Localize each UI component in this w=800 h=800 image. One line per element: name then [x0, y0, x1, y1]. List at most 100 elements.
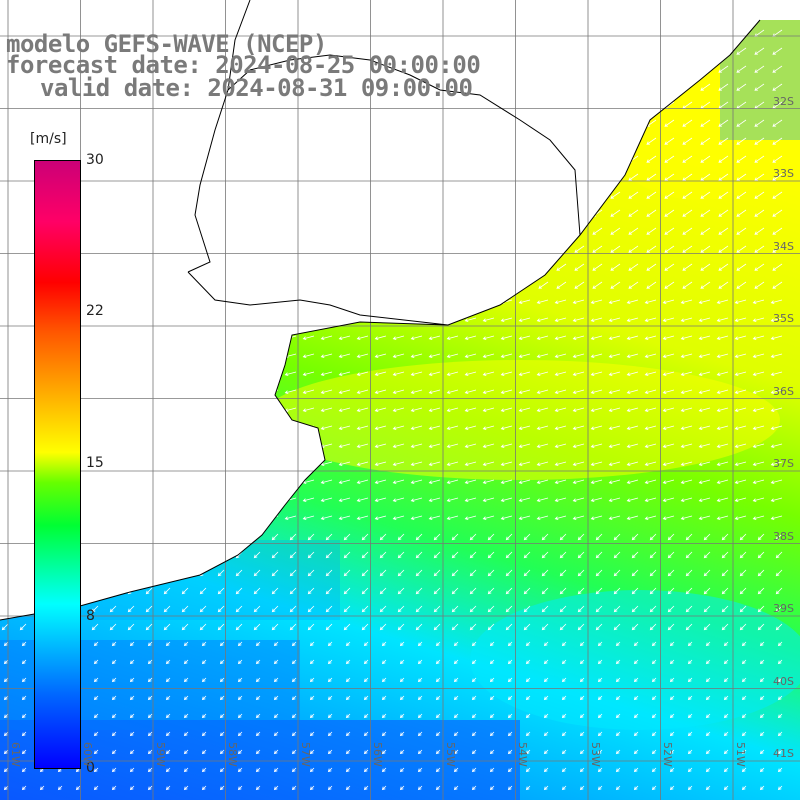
wind-arrow [147, 731, 153, 737]
wind-arrow [363, 641, 369, 647]
wind-arrow [631, 569, 639, 577]
wind-arrow [700, 137, 711, 145]
wind-arrow [183, 695, 189, 701]
wind-arrow [291, 677, 297, 683]
wind-arrow [662, 371, 675, 377]
wind-arrow [453, 767, 459, 773]
wind-arrow [615, 641, 621, 647]
wind-arrow [464, 425, 477, 431]
wind-arrow [374, 389, 387, 395]
wind-arrow [682, 173, 693, 181]
wind-arrow [597, 749, 603, 755]
wind-arrow [464, 515, 477, 521]
wind-arrow [235, 623, 243, 631]
wind-arrow [446, 335, 459, 341]
wind-arrow [453, 731, 459, 737]
wind-arrow [703, 623, 711, 631]
wind-arrow [680, 497, 693, 503]
wind-arrow [397, 605, 405, 613]
wind-arrow [772, 173, 783, 181]
wind-arrow [374, 497, 387, 503]
wind-arrow [626, 497, 639, 503]
wind-arrow [271, 605, 279, 613]
wind-arrow [577, 533, 585, 541]
wind-arrow [775, 533, 783, 541]
wind-arrow [273, 713, 279, 719]
wind-arrow [129, 749, 135, 755]
wind-arrow [271, 623, 279, 631]
wind-arrow [682, 119, 693, 127]
wind-arrow [482, 317, 495, 323]
wind-arrow [644, 317, 657, 323]
wind-arrow [237, 713, 243, 719]
colorbar [34, 160, 81, 769]
wind-arrow [646, 227, 657, 235]
wind-arrow [597, 641, 603, 647]
wind-arrow [700, 191, 711, 199]
wind-arrow [518, 335, 531, 341]
wind-arrow [356, 497, 369, 503]
wind-arrow [644, 371, 657, 377]
wind-arrow [718, 281, 729, 289]
wind-arrow [201, 677, 207, 683]
wind-arrow [374, 335, 387, 341]
wind-arrow [626, 425, 639, 431]
wind-arrow [145, 623, 153, 631]
wind-arrow [651, 731, 657, 737]
wind-arrow [554, 335, 567, 341]
wind-arrow [343, 623, 351, 631]
wind-arrow [543, 677, 549, 683]
wind-arrow [608, 317, 621, 323]
wind-arrow [147, 785, 153, 791]
wind-arrow [410, 479, 423, 485]
wind-arrow [464, 335, 477, 341]
wind-arrow [147, 749, 153, 755]
wind-arrow [700, 245, 711, 253]
wind-arrow [561, 641, 567, 647]
wind-arrow [613, 569, 621, 577]
wind-arrow [518, 425, 531, 431]
wind-arrow [165, 659, 171, 665]
wind-arrow [464, 353, 477, 359]
wind-arrow [718, 227, 729, 235]
wind-arrow [626, 353, 639, 359]
wind-arrow [489, 677, 495, 683]
wind-arrow [381, 767, 387, 773]
wind-arrow [741, 785, 747, 791]
wind-arrow [489, 695, 495, 701]
wind-arrow [736, 209, 747, 217]
wind-arrow [723, 785, 729, 791]
wind-arrow [662, 299, 675, 305]
wind-arrow [392, 353, 405, 359]
wind-arrow [343, 551, 351, 559]
wind-arrow [754, 245, 765, 253]
wind-arrow [327, 713, 333, 719]
wind-arrow [772, 137, 783, 145]
wind-arrow [399, 767, 405, 773]
wind-arrow [752, 479, 765, 485]
wind-arrow [500, 371, 513, 377]
wind-arrow [669, 695, 675, 701]
wind-arrow [754, 65, 765, 73]
wind-arrow [111, 767, 117, 773]
wind-arrow [525, 659, 531, 665]
wind-arrow [327, 731, 333, 737]
wind-arrow [754, 137, 765, 145]
wind-arrow [397, 569, 405, 577]
wind-arrow [327, 785, 333, 791]
wind-arrow [446, 353, 459, 359]
wind-arrow [572, 371, 585, 377]
wind-arrow [536, 371, 549, 377]
wind-arrow [579, 641, 585, 647]
wind-arrow [325, 605, 333, 613]
wind-arrow [464, 461, 477, 467]
wind-arrow [309, 731, 315, 737]
wind-arrow [500, 353, 513, 359]
wind-arrow [736, 245, 747, 253]
wind-arrow [718, 65, 729, 73]
wind-arrow [356, 353, 369, 359]
wind-arrow [644, 461, 657, 467]
wind-arrow [291, 713, 297, 719]
wind-arrow [757, 623, 765, 631]
wind-arrow [255, 641, 261, 647]
